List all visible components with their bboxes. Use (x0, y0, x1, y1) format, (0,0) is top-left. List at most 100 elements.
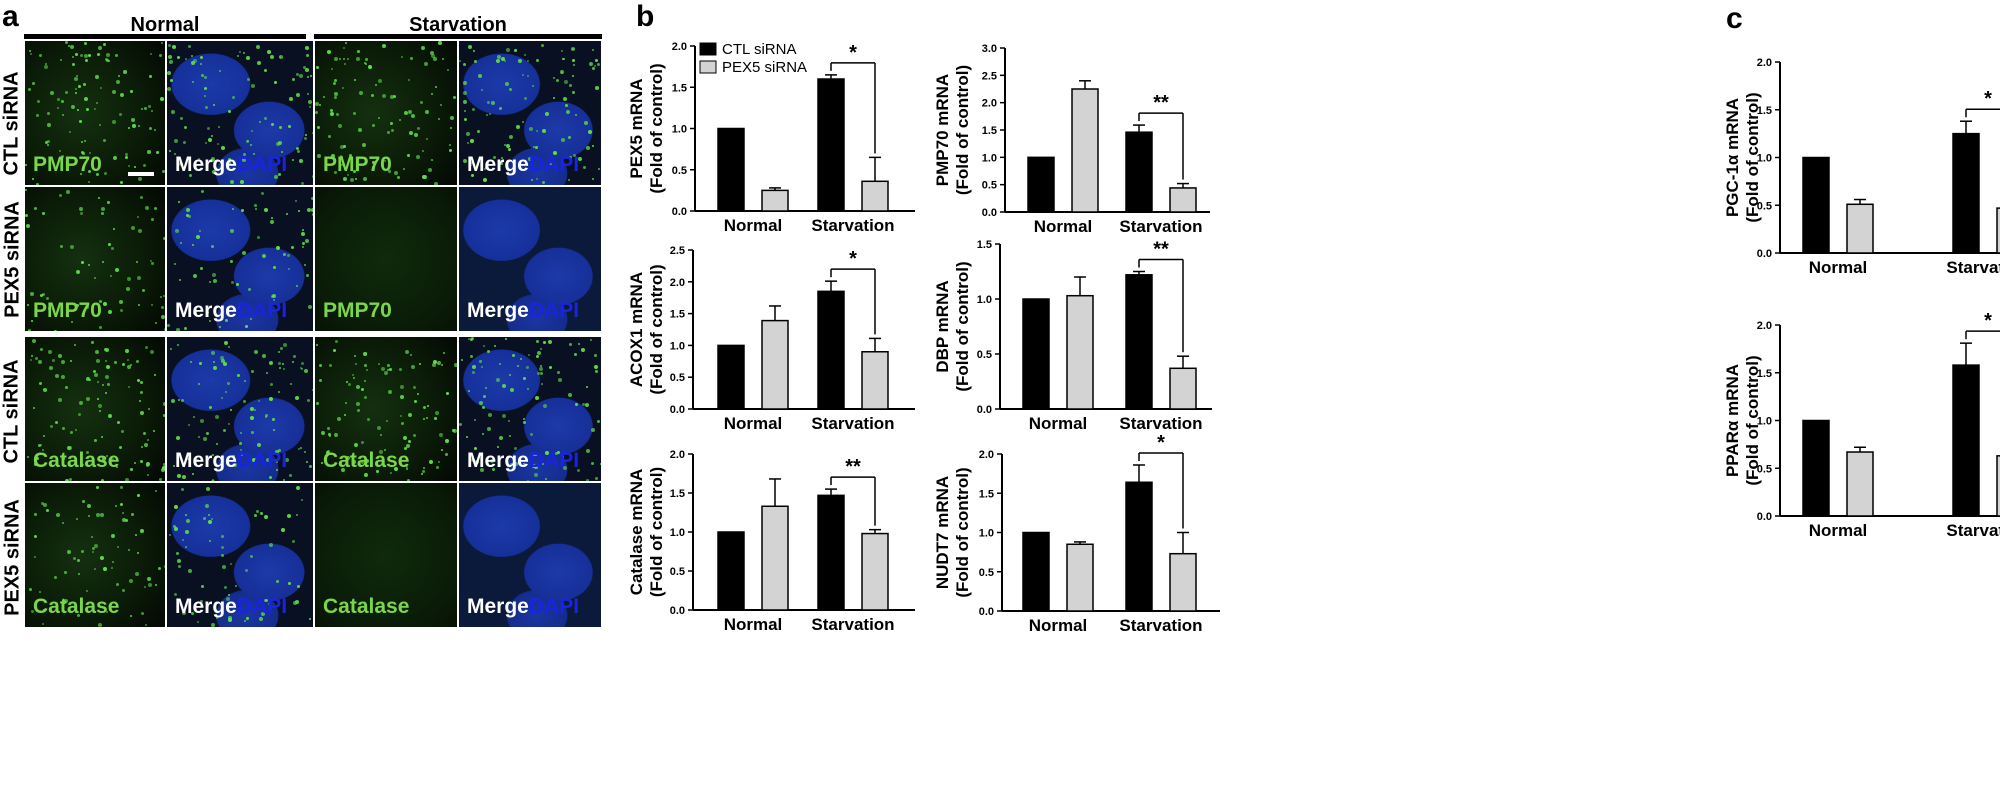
puncta-dot (84, 58, 88, 62)
puncta-dot (471, 108, 475, 112)
puncta-dot (535, 177, 538, 180)
puncta-dot (126, 277, 131, 282)
puncta-dot (571, 75, 574, 77)
puncta-dot (595, 370, 599, 374)
y-axis-label: PMP70 mRNA (933, 74, 952, 186)
puncta-dot (138, 229, 143, 234)
puncta-dot (28, 49, 31, 52)
puncta-dot (203, 86, 207, 90)
puncta-dot (272, 294, 277, 299)
puncta-dot (64, 91, 68, 95)
puncta-dot (128, 385, 131, 388)
bar (1996, 207, 2000, 254)
puncta-dot (296, 514, 299, 516)
y-tick-label: 0.0 (977, 404, 992, 416)
puncta-dot (70, 45, 75, 50)
puncta-dot (343, 177, 348, 182)
bar (817, 494, 845, 611)
x-category-label: Starvation (1119, 414, 1202, 433)
puncta-dot (193, 310, 198, 315)
puncta-dot (410, 114, 415, 118)
puncta-dot (190, 360, 193, 363)
puncta-dot (133, 166, 136, 169)
y-tick-label: 2.0 (1757, 57, 1772, 69)
puncta-dot (275, 579, 279, 583)
puncta-dot (60, 99, 64, 103)
puncta-dot (129, 363, 132, 366)
puncta-dot (136, 494, 140, 498)
puncta-dot (106, 610, 108, 613)
puncta-dot (422, 174, 427, 179)
puncta-dot (436, 466, 440, 470)
puncta-dot (284, 458, 289, 463)
puncta-dot (356, 384, 361, 389)
puncta-dot (184, 529, 189, 534)
puncta-dot (528, 353, 531, 356)
puncta-dot (491, 467, 495, 471)
puncta-dot (237, 373, 241, 377)
puncta-dot (504, 144, 507, 147)
puncta-dot (262, 254, 267, 259)
puncta-dot (75, 74, 78, 77)
puncta-dot (497, 446, 500, 448)
puncta-dot (381, 366, 386, 371)
puncta-dot (577, 157, 582, 162)
puncta-dot (209, 405, 213, 409)
puncta-dot (514, 461, 519, 466)
puncta-dot (177, 343, 179, 346)
puncta-dot (30, 319, 33, 322)
puncta-dot (310, 208, 313, 213)
bar (1125, 131, 1153, 213)
puncta-dot (174, 505, 179, 509)
puncta-dot (483, 394, 487, 398)
puncta-dot (311, 388, 313, 391)
puncta-dot (565, 109, 570, 114)
puncta-dot (144, 106, 148, 110)
puncta-dot (142, 431, 146, 435)
puncta-dot (66, 189, 70, 194)
puncta-dot (353, 112, 357, 116)
puncta-dot (364, 62, 366, 65)
puncta-dot (127, 359, 130, 362)
puncta-dot (74, 52, 78, 56)
puncta-dot (260, 191, 264, 195)
puncta-dot (118, 112, 122, 116)
puncta-dot (508, 148, 512, 152)
puncta-dot (120, 485, 124, 489)
puncta-dot (464, 117, 468, 121)
merge-image: MergeDAPI (458, 186, 602, 332)
puncta-dot (40, 293, 44, 297)
puncta-dot (346, 58, 349, 61)
puncta-dot (70, 244, 74, 249)
puncta-dot (65, 385, 69, 389)
puncta-dot (388, 169, 392, 173)
puncta-dot (45, 140, 49, 144)
puncta-dot (278, 351, 281, 353)
y-tick-label: 3.0 (982, 43, 997, 55)
puncta-dot (210, 159, 214, 163)
puncta-dot (44, 65, 49, 69)
puncta-dot (286, 514, 291, 519)
puncta-dot (127, 365, 131, 369)
puncta-dot (573, 154, 576, 158)
puncta-dot (585, 386, 588, 389)
puncta-dot (137, 276, 142, 281)
puncta-dot (88, 180, 91, 183)
puncta-dot (352, 459, 357, 464)
puncta-dot (295, 486, 300, 491)
y-axis-label: PEX5 mRNA (627, 78, 646, 178)
puncta-dot (333, 348, 336, 352)
puncta-dot (393, 170, 398, 175)
puncta-dot (542, 341, 546, 345)
puncta-dot (482, 177, 487, 182)
puncta-dot (191, 612, 195, 615)
puncta-dot (479, 401, 484, 406)
puncta-dot (87, 504, 91, 509)
puncta-dot (438, 432, 443, 437)
puncta-dot (194, 163, 198, 167)
puncta-dot (304, 134, 307, 136)
y-axis-label: PGC-1α mRNA (1723, 98, 1742, 217)
puncta-dot (86, 377, 91, 382)
puncta-dot (187, 423, 190, 426)
puncta-dot (90, 340, 94, 344)
